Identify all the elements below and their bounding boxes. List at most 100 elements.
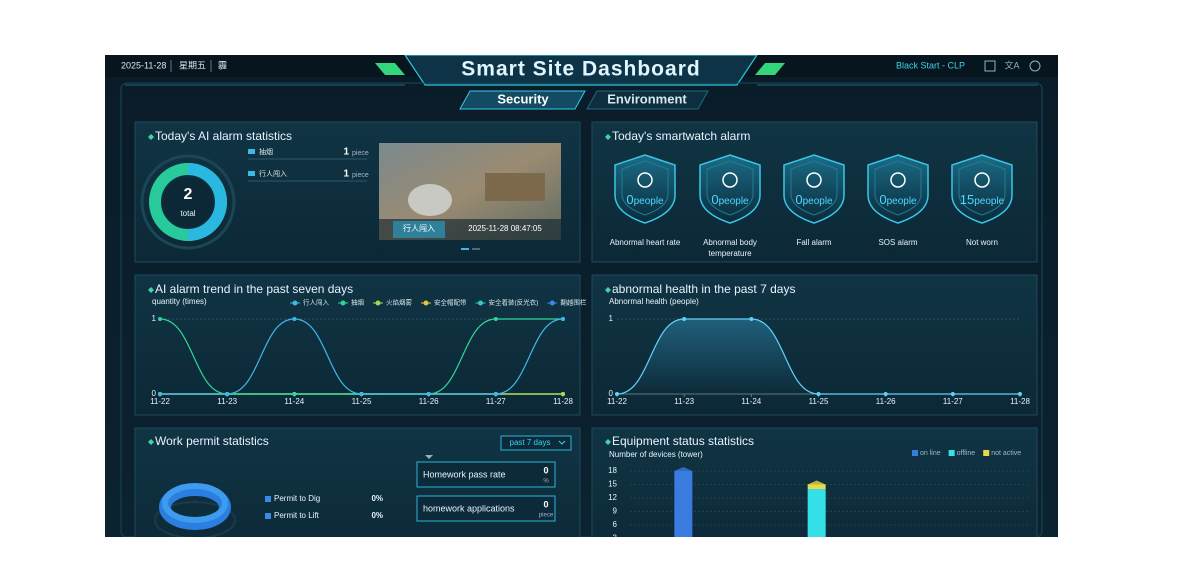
alarm-name: Fall alarm — [796, 238, 832, 247]
bullet — [605, 287, 611, 293]
title-bullets — [148, 134, 611, 445]
bullet — [605, 439, 611, 445]
permit-value: 0% — [371, 511, 383, 520]
translate-icon[interactable]: 文A — [1004, 59, 1019, 70]
shield — [699, 154, 761, 224]
x-tick-label: 11-24 — [741, 397, 761, 406]
alarm-icon — [890, 172, 906, 188]
alarm-count: 0 — [795, 192, 802, 207]
panel-title: Work permit statistics — [155, 434, 269, 448]
tab-label[interactable]: Environment — [607, 91, 687, 106]
series-area — [617, 319, 1020, 394]
filter-label[interactable]: past 7 days — [510, 438, 551, 447]
y-tick-label: 15 — [608, 480, 617, 489]
legend-label: not active — [991, 450, 1021, 457]
x-tick-label: 11-24 — [284, 397, 304, 406]
series-line — [160, 318, 564, 395]
shield — [867, 154, 929, 224]
alarm-value: 0people — [711, 192, 749, 207]
bar — [807, 489, 826, 537]
legend-swatch — [912, 450, 918, 456]
filter-dropdown[interactable] — [500, 435, 572, 451]
y-tick-label: 12 — [608, 493, 617, 502]
data-point — [561, 317, 565, 321]
total-label: total — [180, 209, 195, 218]
alarm-value: 0people — [879, 192, 917, 207]
permit-name: Permit to Dig — [274, 494, 320, 503]
page-title: Smart Site Dashboard — [461, 58, 700, 81]
data-point — [292, 317, 297, 321]
y-tick-label: 9 — [613, 507, 618, 516]
panel-title: Today's AI alarm statistics — [155, 129, 292, 143]
item-icon — [248, 149, 255, 154]
weather: 霾 — [218, 60, 227, 70]
stat-label: Homework pass rate — [423, 469, 506, 479]
label-box: Abnormal body temperature — [703, 238, 757, 258]
pager-dot[interactable] — [472, 248, 480, 250]
weekday: 星期五 — [179, 60, 206, 70]
bar-cap — [674, 467, 693, 471]
shield-inner — [621, 160, 669, 216]
x-tick-label: 11-22 — [150, 397, 170, 406]
shield — [614, 154, 676, 224]
alarm-icon — [806, 172, 822, 188]
alarm-name: Not worn — [965, 238, 998, 247]
x-tick-label: 11-25 — [809, 397, 829, 406]
permit-value: 0% — [371, 494, 383, 503]
label-box: SOS alarm — [878, 238, 917, 247]
data-point — [493, 317, 498, 321]
item-name: 行人闯入 — [259, 169, 287, 178]
legend-label: 翻越围栏 — [560, 298, 587, 307]
snapshot-detail — [408, 184, 452, 216]
pager-dot[interactable] — [461, 248, 469, 250]
shield — [783, 154, 845, 224]
label-box: Fall alarm — [796, 238, 832, 247]
ring-segment — [187, 163, 227, 241]
alarm-count: 0 — [879, 192, 886, 207]
snapshot-detail — [485, 173, 545, 201]
tab-active[interactable] — [459, 90, 586, 110]
snapshot-badge — [393, 221, 445, 238]
shield-inner — [706, 160, 754, 216]
stat-box — [416, 461, 556, 488]
stat-unit: % — [543, 479, 549, 485]
data-point — [225, 392, 230, 396]
x-tick-label: 11-28 — [553, 397, 573, 406]
tab-label[interactable]: Security — [497, 91, 549, 106]
x-tick-label: 11-26 — [419, 397, 439, 406]
alarm-name: Abnormal body temperature — [703, 238, 757, 258]
shield-inner — [874, 160, 922, 216]
data-point — [561, 392, 565, 396]
alarm-value: 0people — [795, 192, 833, 207]
fullscreen-icon[interactable] — [984, 60, 996, 72]
dashboard: 文A 2025-11-28 星期五 霾 Smart Site Dashboard… — [105, 55, 1058, 537]
total-count: 2 — [184, 186, 193, 203]
stat-value: 0 — [543, 499, 548, 509]
stat-label: homework applications — [423, 503, 515, 513]
legend-dot — [292, 300, 298, 306]
panel-title: abnormal health in the past 7 days — [612, 282, 795, 296]
dropdown-arrow[interactable] — [558, 440, 566, 445]
tab[interactable] — [586, 90, 709, 110]
stat-box — [416, 495, 556, 522]
bullet — [148, 134, 154, 140]
legend-label: 安全帽配带 — [434, 298, 467, 307]
stat-decor — [425, 455, 433, 459]
x-tick-label: 11-26 — [876, 397, 896, 406]
data-point — [682, 317, 687, 321]
user-menu[interactable]: Black Start - CLP — [896, 60, 965, 70]
alarm-unit: people — [887, 196, 917, 207]
user-icon[interactable] — [1029, 60, 1041, 72]
y-axis-label: Number of devices (tower) — [609, 450, 703, 459]
legend-dot — [478, 300, 483, 306]
item-unit: piece — [352, 150, 369, 157]
bar-cap — [807, 480, 826, 485]
alarm-value: 0people — [626, 192, 664, 207]
alarm-icon — [637, 172, 653, 188]
legend-label: 安全着装(反光衣) — [489, 298, 539, 307]
ring-center — [163, 177, 213, 227]
ring-outer — [140, 154, 236, 250]
alarm-unit: people — [974, 196, 1004, 207]
date: 2025-11-28 — [121, 60, 166, 70]
